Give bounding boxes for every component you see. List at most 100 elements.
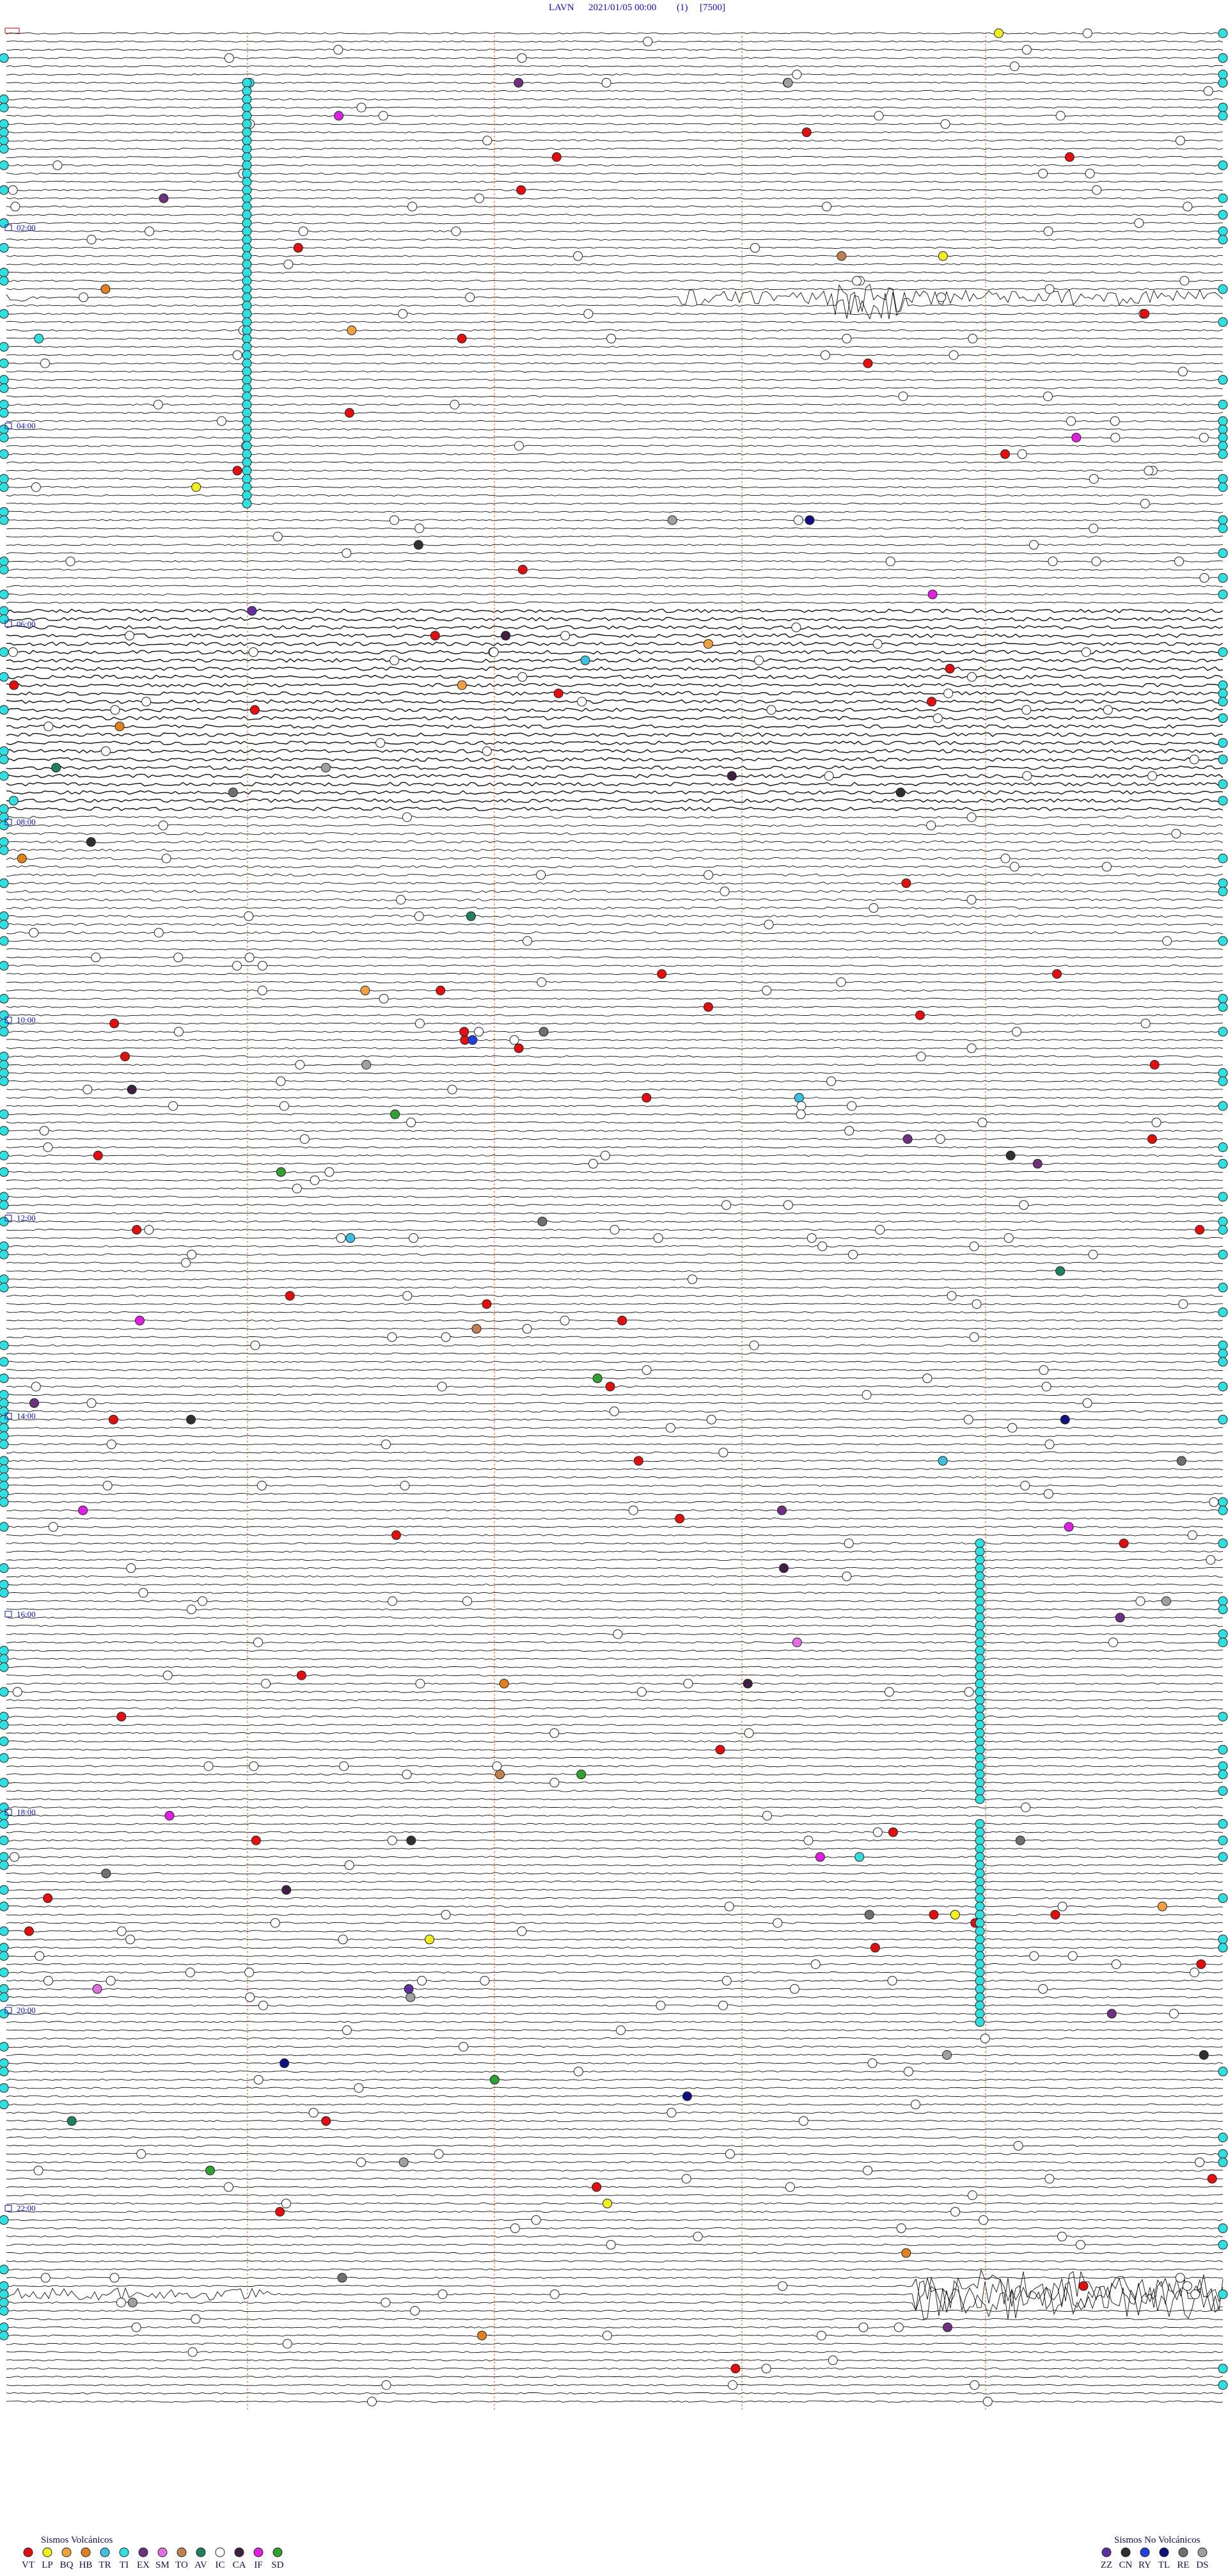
trace [6,1435,1224,1437]
trace [6,857,1224,860]
event [116,1712,127,1722]
event [1021,45,1032,55]
event [242,127,252,138]
event [949,350,959,360]
legend-swatch [1159,2547,1169,2557]
event [975,1654,985,1664]
trace [6,1096,1224,1099]
event [242,136,252,146]
event [441,1332,451,1342]
trace [6,2400,1224,2403]
event [400,1480,410,1490]
trace [6,683,1224,688]
event [242,309,252,319]
event [0,705,9,715]
trace [6,1748,1224,1751]
event [405,1992,416,2002]
event [35,1951,45,1961]
event [1218,77,1228,88]
event [1039,1365,1049,1375]
event [975,1613,985,1623]
event [244,1968,255,1977]
event [0,1489,9,1499]
event [0,837,9,847]
event [0,2322,9,2332]
event [901,2248,911,2258]
trace [6,1625,1224,1627]
event [52,160,63,170]
event [459,1027,469,1037]
event [975,1951,985,1961]
event [844,1538,854,1549]
hour-marker [4,1808,12,1815]
event [975,1728,985,1738]
event [1218,449,1228,459]
event [1000,449,1011,459]
event [180,1258,191,1268]
event [406,1835,416,1845]
event [67,2116,77,2126]
event [102,1480,113,1490]
event [93,1150,103,1160]
event [975,1720,985,1730]
event [975,1893,985,1903]
trace [6,2252,1224,2254]
event [1043,1489,1053,1499]
event [242,449,252,459]
trace [6,1237,1224,1240]
event [926,820,936,830]
trace [6,1492,1224,1495]
event [232,466,242,476]
trace [6,288,1224,290]
trace [6,1121,1224,1124]
event [605,1382,615,1392]
event [1066,416,1076,426]
event [0,1423,9,1433]
event [0,1852,9,1862]
event [293,242,303,253]
event [720,887,730,897]
trace [6,740,1224,745]
trace [6,2045,1224,2048]
event [1115,1613,1125,1623]
event [0,1150,9,1160]
event [1218,1382,1228,1392]
event [975,1753,985,1763]
legend-swatch [177,2547,187,2557]
trace [6,345,1224,348]
event [869,903,879,913]
event [168,1101,178,1111]
event [249,705,260,715]
event [744,1728,754,1738]
event [1195,2157,1205,2167]
event [1218,779,1228,789]
trace [6,271,1224,274]
event [1218,53,1228,63]
trace [6,2277,1224,2279]
trace [6,1526,1224,1528]
event [24,1926,34,1936]
trace [6,1130,1224,1132]
event [0,845,9,855]
event [793,515,803,525]
event [0,1357,9,1367]
trace [6,1187,1224,1190]
event [33,2165,43,2176]
event [1218,2149,1228,2159]
event [106,1975,116,1986]
event [0,2298,9,2307]
trace [6,633,1224,638]
event [1081,647,1091,657]
event [1218,1538,1228,1549]
trace [6,1311,1224,1314]
event [0,1720,9,1730]
event [109,2273,120,2283]
event [642,1365,652,1375]
event [642,1093,652,1103]
hour-label: 16:00 [17,1609,36,1619]
trace [6,707,1224,713]
trace [6,1955,1224,1957]
event [0,1456,9,1466]
event [391,1530,402,1540]
